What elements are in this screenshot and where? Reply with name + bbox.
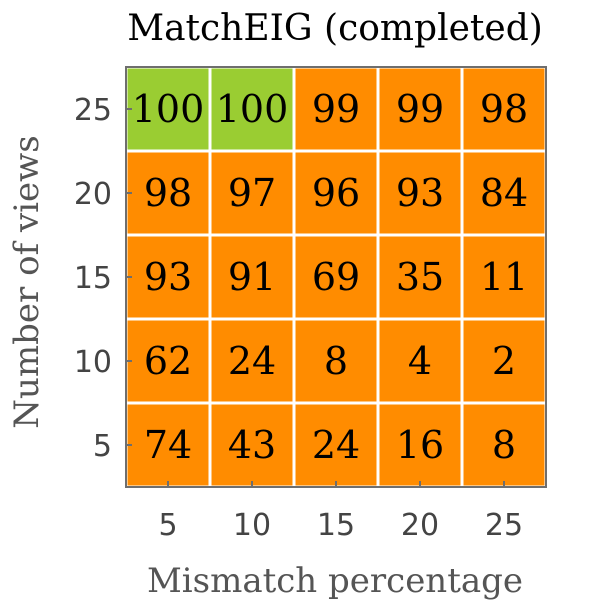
x-tick-label: 15 — [317, 508, 355, 543]
heatmap-cell — [127, 236, 209, 318]
heatmap-cell — [379, 68, 461, 150]
cell-value-label: 62 — [144, 339, 192, 383]
heatmap-cell — [127, 152, 209, 234]
cell-value-label: 43 — [228, 423, 276, 467]
heatmap-cell — [379, 152, 461, 234]
heatmap-cell — [127, 320, 209, 402]
cell-value-label: 11 — [480, 255, 528, 299]
cell-value-label: 8 — [324, 339, 348, 383]
y-tick-label: 5 — [93, 429, 112, 464]
y-tick-label: 15 — [74, 261, 112, 296]
chart-title: MatchEIG (completed) — [127, 8, 543, 49]
heatmap-cell — [463, 404, 545, 486]
heatmap-cell — [295, 404, 377, 486]
cell-value-label: 100 — [132, 87, 205, 131]
cell-value-label: 35 — [396, 255, 444, 299]
cell-value-label: 100 — [216, 87, 289, 131]
heatmap-cell — [211, 68, 293, 150]
heatmap-cell — [211, 152, 293, 234]
cell-value-label: 98 — [144, 171, 192, 215]
heatmap-cell — [127, 68, 209, 150]
heatmap-cell — [127, 404, 209, 486]
x-tick-label: 20 — [401, 508, 439, 543]
x-tick-label: 25 — [485, 508, 523, 543]
cell-value-label: 84 — [480, 171, 528, 215]
cell-value-label: 24 — [228, 339, 276, 383]
cell-value-label: 96 — [312, 171, 360, 215]
y-tick-label: 10 — [74, 345, 112, 380]
cell-value-label: 93 — [396, 171, 444, 215]
heatmap-cell — [295, 236, 377, 318]
heatmap-cell — [379, 320, 461, 402]
cell-value-label: 99 — [312, 87, 360, 131]
cell-value-label: 98 — [480, 87, 528, 131]
cell-value-label: 8 — [492, 423, 516, 467]
heatmap-cell — [463, 320, 545, 402]
y-axis-ticks: 25 20 15 10 5 — [74, 93, 132, 464]
cell-value-label: 99 — [396, 87, 444, 131]
heatmap-cell — [463, 236, 545, 318]
x-tick-label: 10 — [233, 508, 271, 543]
heatmap-cell — [295, 152, 377, 234]
heatmap-cell — [463, 152, 545, 234]
heatmap-cell — [379, 404, 461, 486]
heatmap-cell — [295, 320, 377, 402]
x-axis-label: Mismatch percentage — [147, 561, 523, 601]
heatmap-cell — [295, 68, 377, 150]
cell-value-label: 24 — [312, 423, 360, 467]
cell-value-label: 93 — [144, 255, 192, 299]
heatmap-cell — [211, 404, 293, 486]
y-axis-label: Number of views — [7, 135, 47, 428]
x-axis-ticks: 5 10 15 20 25 — [158, 481, 523, 543]
heatmap-cell — [463, 68, 545, 150]
heatmap-cell — [379, 236, 461, 318]
cell-value-label: 74 — [144, 423, 192, 467]
heatmap-cell — [211, 320, 293, 402]
cell-value-label: 69 — [312, 255, 360, 299]
y-tick-label: 20 — [74, 177, 112, 212]
x-tick-label: 5 — [158, 508, 177, 543]
cell-value-label: 2 — [492, 339, 516, 383]
cell-value-label: 16 — [396, 423, 444, 467]
cell-value-label: 4 — [408, 339, 432, 383]
y-tick-label: 25 — [74, 93, 112, 128]
heatmap-cell — [211, 236, 293, 318]
cell-value-label: 91 — [228, 255, 276, 299]
cell-value-label: 97 — [228, 171, 276, 215]
